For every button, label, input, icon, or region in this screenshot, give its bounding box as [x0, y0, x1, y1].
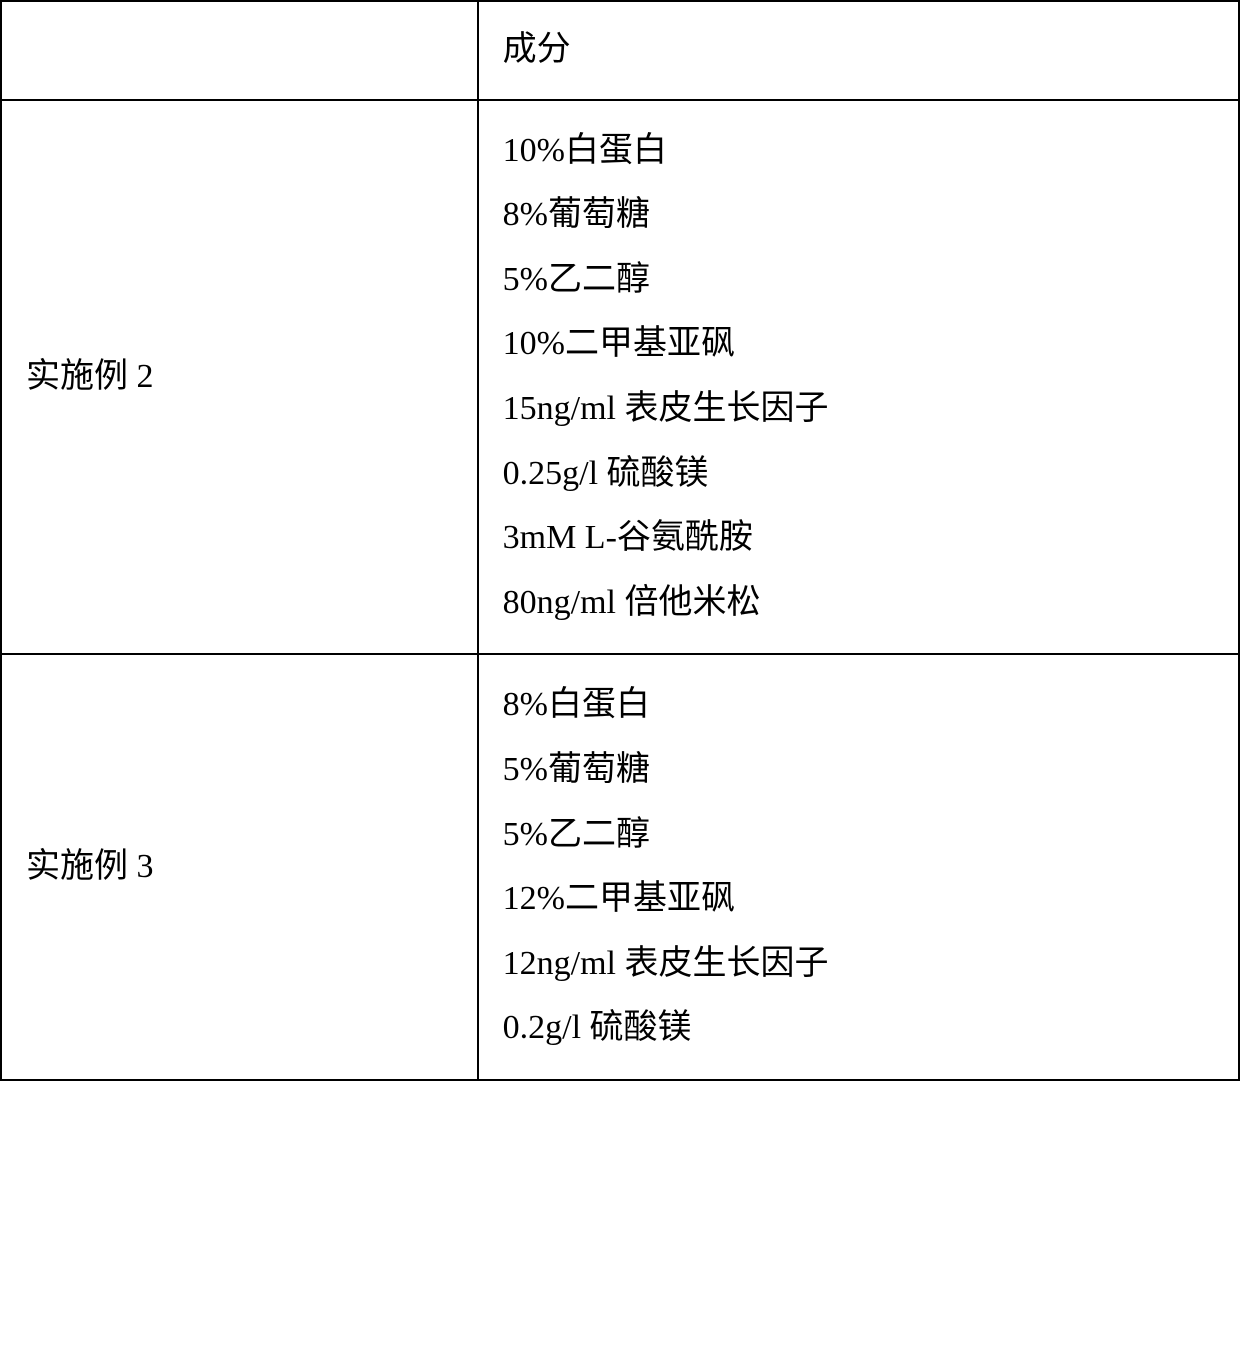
table-header-row: 成分 — [1, 1, 1239, 100]
ingredient-item: 8%白蛋白 — [503, 673, 1214, 738]
header-cell-ingredients: 成分 — [478, 1, 1239, 100]
row-label: 实施例 3 — [1, 654, 478, 1080]
ingredient-item: 0.25g/l 硫酸镁 — [503, 442, 1214, 507]
row-ingredients: 10%白蛋白 8%葡萄糖 5%乙二醇 10%二甲基亚砜 15ng/ml 表皮生长… — [478, 100, 1239, 655]
row-label: 实施例 2 — [1, 100, 478, 655]
ingredient-item: 10%白蛋白 — [503, 119, 1214, 184]
ingredient-item: 5%乙二醇 — [503, 248, 1214, 313]
row-ingredients: 8%白蛋白 5%葡萄糖 5%乙二醇 12%二甲基亚砜 12ng/ml 表皮生长因… — [478, 654, 1239, 1080]
ingredient-item: 5%葡萄糖 — [503, 738, 1214, 803]
ingredients-table: 成分 实施例 2 10%白蛋白 8%葡萄糖 5%乙二醇 10%二甲基亚砜 15n… — [0, 0, 1240, 1081]
ingredient-item: 15ng/ml 表皮生长因子 — [503, 377, 1214, 442]
table-row: 实施例 3 8%白蛋白 5%葡萄糖 5%乙二醇 12%二甲基亚砜 12ng/ml… — [1, 654, 1239, 1080]
ingredient-item: 0.2g/l 硫酸镁 — [503, 996, 1214, 1061]
ingredient-item: 5%乙二醇 — [503, 803, 1214, 868]
ingredient-item: 12%二甲基亚砜 — [503, 867, 1214, 932]
ingredient-item: 3mM L-谷氨酰胺 — [503, 506, 1214, 571]
header-cell-label — [1, 1, 478, 100]
table-row: 实施例 2 10%白蛋白 8%葡萄糖 5%乙二醇 10%二甲基亚砜 15ng/m… — [1, 100, 1239, 655]
ingredient-item: 8%葡萄糖 — [503, 183, 1214, 248]
ingredient-item: 10%二甲基亚砜 — [503, 312, 1214, 377]
ingredient-item: 80ng/ml 倍他米松 — [503, 571, 1214, 636]
ingredient-item: 12ng/ml 表皮生长因子 — [503, 932, 1214, 997]
